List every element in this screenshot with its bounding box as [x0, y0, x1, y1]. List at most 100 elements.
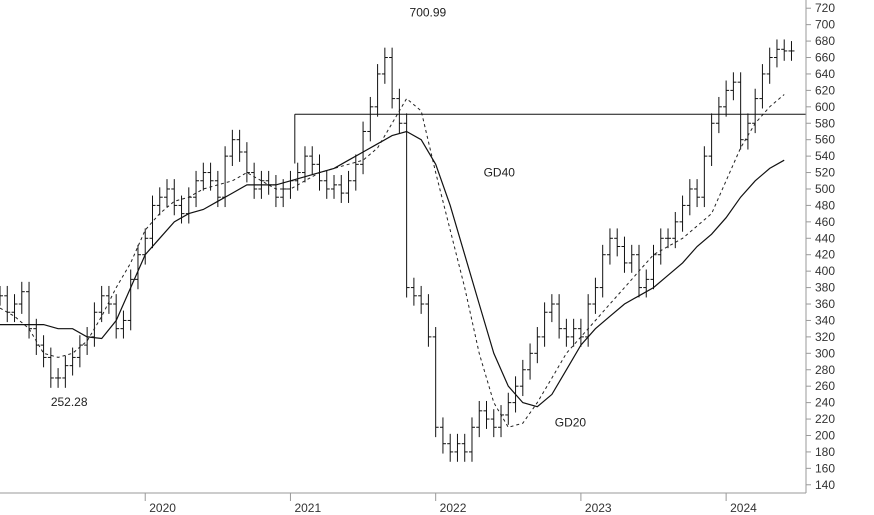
y-tick-label: 360 — [815, 297, 835, 311]
y-tick-label: 500 — [815, 182, 835, 196]
price-bar — [723, 80, 730, 117]
price-bar — [381, 47, 388, 84]
y-tick-label: 560 — [815, 133, 835, 147]
y-tick-label: 540 — [815, 149, 835, 163]
price-bar — [374, 64, 381, 117]
price-bar — [476, 400, 483, 438]
price-bar — [519, 359, 526, 397]
price-bar — [0, 285, 3, 306]
price-bar — [84, 327, 91, 355]
price-bar — [657, 228, 664, 265]
y-tick-label: 280 — [815, 363, 835, 377]
y-axis: 140 160 180 200 220 240 260 280 300 320 340 360 380 4… — [806, 1, 835, 492]
price-bar — [592, 277, 599, 314]
price-bar — [287, 170, 294, 199]
price-bar — [352, 154, 359, 191]
price-bar — [621, 236, 628, 273]
annotation-label: 700.99 — [410, 5, 447, 19]
price-bar — [134, 244, 141, 290]
price-bar — [454, 433, 461, 462]
price-bar — [11, 294, 18, 323]
annotation-label: GD20 — [555, 415, 587, 429]
price-bar — [178, 195, 185, 224]
y-tick-label: 580 — [815, 116, 835, 130]
y-tick-label: 620 — [815, 83, 835, 97]
price-bar — [294, 162, 301, 191]
price-bar — [490, 409, 497, 438]
price-bar — [185, 187, 192, 224]
price-bar — [737, 72, 744, 150]
price-bar — [345, 170, 352, 203]
y-tick-label: 720 — [815, 1, 835, 15]
y-tick-label: 380 — [815, 281, 835, 295]
y-tick-label: 660 — [815, 51, 835, 65]
price-bar — [236, 129, 243, 162]
price-bar — [251, 162, 258, 199]
price-bar — [628, 244, 635, 273]
price-bar — [715, 96, 722, 134]
price-bar — [47, 347, 54, 388]
price-bar — [614, 228, 621, 257]
price-bar — [759, 64, 766, 109]
price-bar — [193, 170, 200, 208]
y-tick-label: 220 — [815, 412, 835, 426]
y-tick-label: 180 — [815, 445, 835, 459]
price-bar — [650, 244, 657, 290]
price-bar — [788, 41, 795, 61]
y-tick-label: 600 — [815, 100, 835, 114]
price-bar — [468, 417, 475, 462]
price-bar — [98, 285, 105, 323]
price-bar — [773, 39, 780, 68]
price-bar — [418, 285, 425, 314]
price-bar — [672, 211, 679, 249]
price-bar — [577, 318, 584, 347]
y-tick-label: 640 — [815, 67, 835, 81]
price-bar — [708, 113, 715, 166]
price-bar — [730, 72, 737, 101]
price-bar — [679, 195, 686, 232]
price-bars — [0, 39, 795, 462]
y-tick-label: 340 — [815, 313, 835, 327]
price-bar — [200, 162, 207, 191]
price-bar — [280, 179, 287, 208]
price-bar — [323, 170, 330, 199]
price-bar — [389, 47, 396, 109]
price-bar — [26, 281, 33, 339]
price-bar — [55, 368, 62, 388]
price-bar — [752, 88, 759, 134]
price-bar — [483, 400, 490, 429]
price-bar — [309, 146, 316, 175]
price-bar — [694, 179, 701, 208]
price-bar — [265, 170, 272, 195]
price-bar — [403, 113, 410, 298]
price-bar — [164, 179, 171, 208]
y-tick-label: 300 — [815, 346, 835, 360]
price-bar — [781, 39, 788, 61]
price-bar — [744, 113, 751, 150]
price-bar — [272, 175, 279, 208]
price-bar — [331, 175, 338, 199]
gd20-line — [0, 94, 785, 428]
price-bar — [447, 433, 454, 462]
price-bar — [76, 335, 83, 368]
price-bar — [541, 302, 548, 347]
y-tick-label: 260 — [815, 379, 835, 393]
gd40-line — [0, 130, 785, 408]
y-tick-label: 680 — [815, 34, 835, 48]
price-bar — [425, 294, 432, 347]
price-bar — [534, 327, 541, 364]
x-tick-label: 2021 — [294, 501, 321, 515]
price-bar — [156, 187, 163, 216]
x-tick-label: 2024 — [730, 501, 757, 515]
price-bar — [701, 146, 708, 208]
y-tick-label: 520 — [815, 166, 835, 180]
x-axis: 2020 2021 2022 2023 2024 — [144, 493, 757, 515]
price-bar — [461, 433, 468, 462]
y-tick-label: 460 — [815, 215, 835, 229]
price-bar — [410, 277, 417, 306]
price-bar — [686, 179, 693, 216]
x-tick-label: 2020 — [149, 501, 176, 515]
y-tick-label: 440 — [815, 231, 835, 245]
annotation-label: GD40 — [484, 166, 516, 180]
